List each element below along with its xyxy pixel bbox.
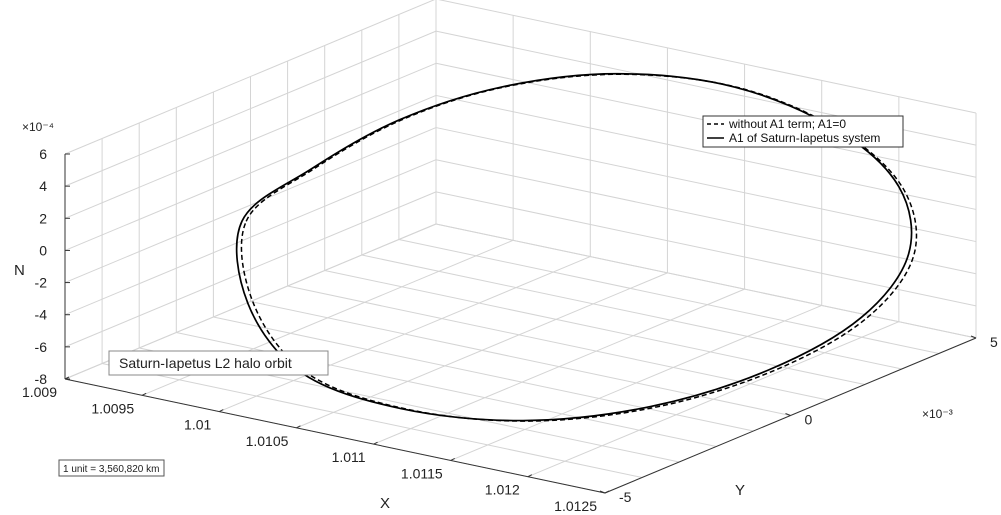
y-tick-label: 0 bbox=[805, 412, 813, 428]
z-tick-label: -4 bbox=[35, 307, 48, 323]
y-tick-label: 5 bbox=[990, 334, 998, 350]
scale-annotation-box bbox=[58, 459, 165, 477]
grid-line bbox=[435, 223, 977, 339]
orbit-series bbox=[235, 72, 918, 422]
y-tick-mark bbox=[970, 335, 977, 339]
tick-labels: 1.009 1.0095 1.01 1.0105 1.011 1.0115 1.012 1.0… bbox=[22, 146, 998, 514]
grid-line bbox=[101, 363, 643, 478]
y-axis-label: Y bbox=[735, 482, 745, 499]
legend: without A1 term; A1=0 A1 of Saturn-Iapet… bbox=[702, 115, 904, 148]
z-tick-label: -8 bbox=[35, 371, 48, 387]
orbit-line-solid bbox=[235, 72, 913, 422]
scale-annotation-text: 1 unit = 3,560,820 km bbox=[63, 464, 159, 475]
x-tick-mark bbox=[604, 490, 610, 494]
grid-line bbox=[64, 62, 437, 219]
x-tick-label: 1.0125 bbox=[554, 498, 597, 514]
x-tick-label: 1.0115 bbox=[401, 465, 443, 481]
grid-line bbox=[213, 316, 754, 432]
x-tick-label: 1.009 bbox=[22, 384, 57, 400]
axes bbox=[64, 153, 977, 494]
y-tick-label: -5 bbox=[619, 489, 632, 505]
grid-line bbox=[64, 159, 437, 316]
x-axis-line bbox=[64, 378, 606, 494]
z-exponent-label: ×10⁻⁴ bbox=[22, 120, 54, 134]
grid-line bbox=[64, 94, 437, 251]
orbit-annotation-box bbox=[108, 350, 329, 376]
grid-line bbox=[64, 0, 435, 155]
scale-annotation: 1 unit = 3,560,820 km bbox=[58, 459, 165, 477]
legend-entry-2: A1 of Saturn-Iapetus system bbox=[729, 131, 880, 145]
grid-line bbox=[324, 270, 865, 385]
x-tick-label: 1.01 bbox=[184, 417, 211, 433]
z-tick-label: 6 bbox=[39, 146, 47, 162]
grid-line bbox=[435, 191, 977, 307]
x-tick-label: 1.011 bbox=[332, 449, 366, 465]
grid-line bbox=[398, 239, 940, 354]
x-tick-mark bbox=[219, 409, 224, 413]
x-tick-mark bbox=[527, 474, 533, 478]
x-tick-mark bbox=[450, 457, 455, 461]
orbit-annotation-text: Saturn-Iapetus L2 halo orbit bbox=[119, 355, 292, 371]
y-exponent-label: ×10⁻³ bbox=[922, 407, 953, 421]
grid-line bbox=[64, 30, 437, 187]
grid-line bbox=[438, 0, 977, 114]
grid-line bbox=[64, 191, 437, 348]
grid-line bbox=[176, 332, 717, 447]
x-tick-label: 1.0105 bbox=[246, 433, 289, 449]
z-tick-label: -6 bbox=[35, 339, 48, 355]
grid-line bbox=[287, 285, 828, 401]
y-tick-mark bbox=[785, 413, 791, 416]
grid-line bbox=[435, 127, 977, 243]
x-tick-mark bbox=[296, 425, 301, 429]
z-tick-label: -2 bbox=[35, 275, 48, 291]
grid-line bbox=[361, 254, 902, 370]
z-tick-label: 0 bbox=[39, 242, 47, 258]
z-tick-label: 4 bbox=[39, 178, 47, 194]
x-tick-label: 1.0095 bbox=[91, 400, 134, 416]
grid-line bbox=[435, 94, 977, 210]
orbit-annotation: Saturn-Iapetus L2 halo orbit bbox=[108, 350, 329, 376]
x-axis-label: X bbox=[380, 495, 390, 512]
y-tick-mark bbox=[599, 490, 606, 494]
grid-line bbox=[250, 301, 791, 416]
z-tick-label: 2 bbox=[39, 210, 47, 226]
grid-line bbox=[64, 127, 437, 284]
z-axis-label: N bbox=[14, 262, 25, 279]
legend-box bbox=[702, 115, 904, 148]
grid-line bbox=[435, 159, 977, 275]
legend-entry-1: without A1 term; A1=0 bbox=[728, 117, 846, 131]
x-tick-mark bbox=[373, 441, 378, 445]
x-tick-label: 1.012 bbox=[485, 482, 520, 498]
x-tick-mark bbox=[141, 392, 147, 396]
